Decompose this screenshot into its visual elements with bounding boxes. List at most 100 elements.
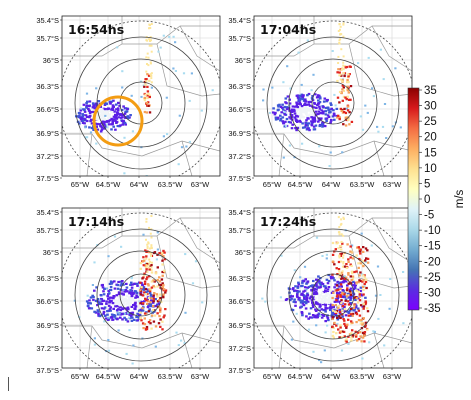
echo-pixel xyxy=(352,334,355,337)
echo-pixel xyxy=(346,85,349,88)
echo-pixel xyxy=(141,307,144,310)
echo-pixel xyxy=(276,104,280,107)
echo-pixel xyxy=(294,301,297,304)
boundary-line xyxy=(181,140,193,176)
echo-pixel xyxy=(146,264,149,267)
echo-pixel xyxy=(120,292,124,295)
echo-pixel xyxy=(305,298,308,301)
echo-pixel xyxy=(79,109,83,112)
echo-pixel xyxy=(331,325,334,328)
echo-pixel xyxy=(121,298,124,301)
echo-pixel xyxy=(131,316,134,319)
echo-pixel xyxy=(94,107,97,110)
echo-pixel xyxy=(336,294,339,297)
echo-pixel xyxy=(131,313,134,316)
echo-pixel xyxy=(333,118,336,121)
echo-pixel xyxy=(325,253,328,256)
echo-pixel xyxy=(102,312,105,315)
echo-pixel xyxy=(338,226,341,229)
echo-pixel xyxy=(345,107,348,110)
echo-pixel xyxy=(361,336,365,339)
echo-pixel xyxy=(356,301,360,304)
echo-pixel xyxy=(331,276,334,279)
echo-pixel xyxy=(298,94,302,97)
echo-pixel xyxy=(112,99,115,102)
range-ring xyxy=(311,273,355,317)
echo-pixel xyxy=(296,126,300,129)
echo-pixel xyxy=(342,55,345,58)
range-ring xyxy=(266,228,400,362)
echo-pixel xyxy=(119,124,122,127)
echo-pixel xyxy=(78,122,81,125)
echo-pixel xyxy=(354,306,358,309)
echo-pixel xyxy=(308,109,312,112)
echo-pixel xyxy=(102,290,105,293)
echo-pixel xyxy=(288,116,291,119)
echo-pixel xyxy=(141,302,145,305)
echo-pixel xyxy=(150,327,153,330)
echo-pixel xyxy=(140,319,143,322)
echo-pixel xyxy=(156,285,159,288)
echo-pixel xyxy=(149,247,151,250)
echo-pixel xyxy=(278,103,281,106)
echo-pixel xyxy=(330,277,333,280)
echo-pixel xyxy=(149,264,152,267)
echo-pixel xyxy=(279,117,283,120)
range-ring xyxy=(119,273,163,317)
echo-pixel xyxy=(337,231,340,234)
radar-map: 35.4°S35.7°S36°S36.3°S36.6°S36.9°S37.2°S… xyxy=(228,15,413,189)
echo-pixel xyxy=(122,293,125,296)
echo-pixel xyxy=(125,289,128,292)
echo-pixel xyxy=(101,117,105,120)
echo-pixel xyxy=(309,316,312,319)
echo-pixel xyxy=(120,113,123,116)
echo-pixel xyxy=(347,272,350,275)
echo-pixel xyxy=(98,108,101,111)
echo-pixel xyxy=(147,296,151,300)
echo-pixel xyxy=(316,313,320,316)
echo-pixel xyxy=(276,109,280,112)
echo-pixel xyxy=(150,23,153,25)
longitude-label: 65°W xyxy=(263,180,282,189)
echo-pixel xyxy=(261,297,264,300)
echo-pixel xyxy=(330,306,333,309)
boundary-line xyxy=(62,133,220,157)
echo-pixel xyxy=(343,107,346,110)
echo-pixel xyxy=(354,284,357,287)
echo-pixel xyxy=(335,267,338,270)
echo-pixel xyxy=(130,286,134,289)
echo-pixel xyxy=(148,94,151,97)
echo-pixel xyxy=(300,285,303,288)
echo-pixel xyxy=(100,302,104,306)
echo-pixel xyxy=(115,309,119,312)
longitude-label: 63°W xyxy=(383,372,402,381)
echo-pixel xyxy=(310,284,314,287)
echo-pixel xyxy=(337,285,341,288)
echo-pixel xyxy=(150,280,154,283)
echo-pixel xyxy=(143,282,147,286)
echo-pixel xyxy=(105,300,108,303)
echo-pixel xyxy=(342,330,346,333)
echo-pixel xyxy=(312,279,315,283)
echo-pixel xyxy=(340,271,344,274)
echo-pixel xyxy=(117,280,120,284)
echo-pixel xyxy=(336,116,339,119)
echo-pixel xyxy=(336,316,339,319)
echo-pixel xyxy=(121,123,125,126)
echo-pixel xyxy=(304,302,308,305)
echo-pixel xyxy=(337,268,341,271)
echo-pixel xyxy=(139,281,142,284)
echo-pixel xyxy=(145,111,148,114)
longitude-label: 63°W xyxy=(383,180,402,189)
echo-pixel xyxy=(359,271,362,274)
echo-pixel xyxy=(342,217,345,220)
echo-pixel xyxy=(349,275,352,278)
echo-pixel xyxy=(140,95,143,98)
echo-pixel xyxy=(310,316,313,319)
echo-pixel xyxy=(332,109,335,112)
echo-pixel xyxy=(111,302,115,305)
echo-pixel xyxy=(293,116,297,119)
echo-pixel xyxy=(159,310,162,313)
echo-pixel xyxy=(116,124,120,128)
echo-pixel xyxy=(177,344,180,347)
